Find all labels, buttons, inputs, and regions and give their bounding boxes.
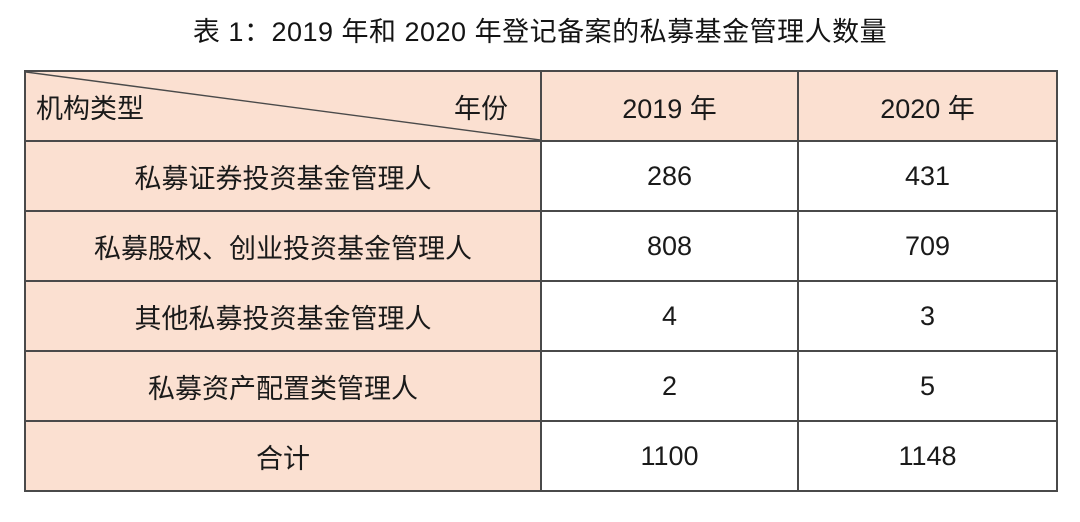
value-2019: 4 — [540, 280, 799, 352]
value-2020: 5 — [797, 350, 1058, 422]
row-axis-label: 机构类型 — [36, 93, 144, 124]
fund-managers-table: 机构类型 年份 2019 年 2020 年 私募证券投资基金管理人 286 43… — [24, 70, 1058, 492]
total-row: 合计 1100 1148 — [24, 420, 1058, 492]
page-title: 表 1：2019 年和 2020 年登记备案的私募基金管理人数量 — [192, 17, 888, 47]
row-label: 私募证券投资基金管理人 — [24, 140, 542, 212]
table-row: 私募资产配置类管理人 2 5 — [24, 350, 1058, 422]
row-label: 私募股权、创业投资基金管理人 — [24, 210, 542, 282]
header-row: 机构类型 年份 2019 年 2020 年 — [24, 70, 1058, 142]
total-value-2019: 1100 — [540, 420, 799, 492]
table-row: 私募证券投资基金管理人 286 431 — [24, 140, 1058, 212]
table-row: 其他私募投资基金管理人 4 3 — [24, 280, 1058, 352]
total-row-label: 合计 — [24, 420, 542, 492]
value-2020: 3 — [797, 280, 1058, 352]
value-2020: 431 — [797, 140, 1058, 212]
value-2020: 709 — [797, 210, 1058, 282]
value-2019: 808 — [540, 210, 799, 282]
total-value-2020: 1148 — [797, 420, 1058, 492]
col-header-2019: 2019 年 — [540, 70, 799, 142]
corner-header-cell: 机构类型 年份 — [24, 70, 542, 142]
value-2019: 2 — [540, 350, 799, 422]
value-2019: 286 — [540, 140, 799, 212]
col-header-2020: 2020 年 — [797, 70, 1058, 142]
row-label: 私募资产配置类管理人 — [24, 350, 542, 422]
table-row: 私募股权、创业投资基金管理人 808 709 — [24, 210, 1058, 282]
diagonal-divider-line — [26, 72, 540, 140]
col-axis-label: 年份 — [454, 93, 508, 124]
row-label: 其他私募投资基金管理人 — [24, 280, 542, 352]
